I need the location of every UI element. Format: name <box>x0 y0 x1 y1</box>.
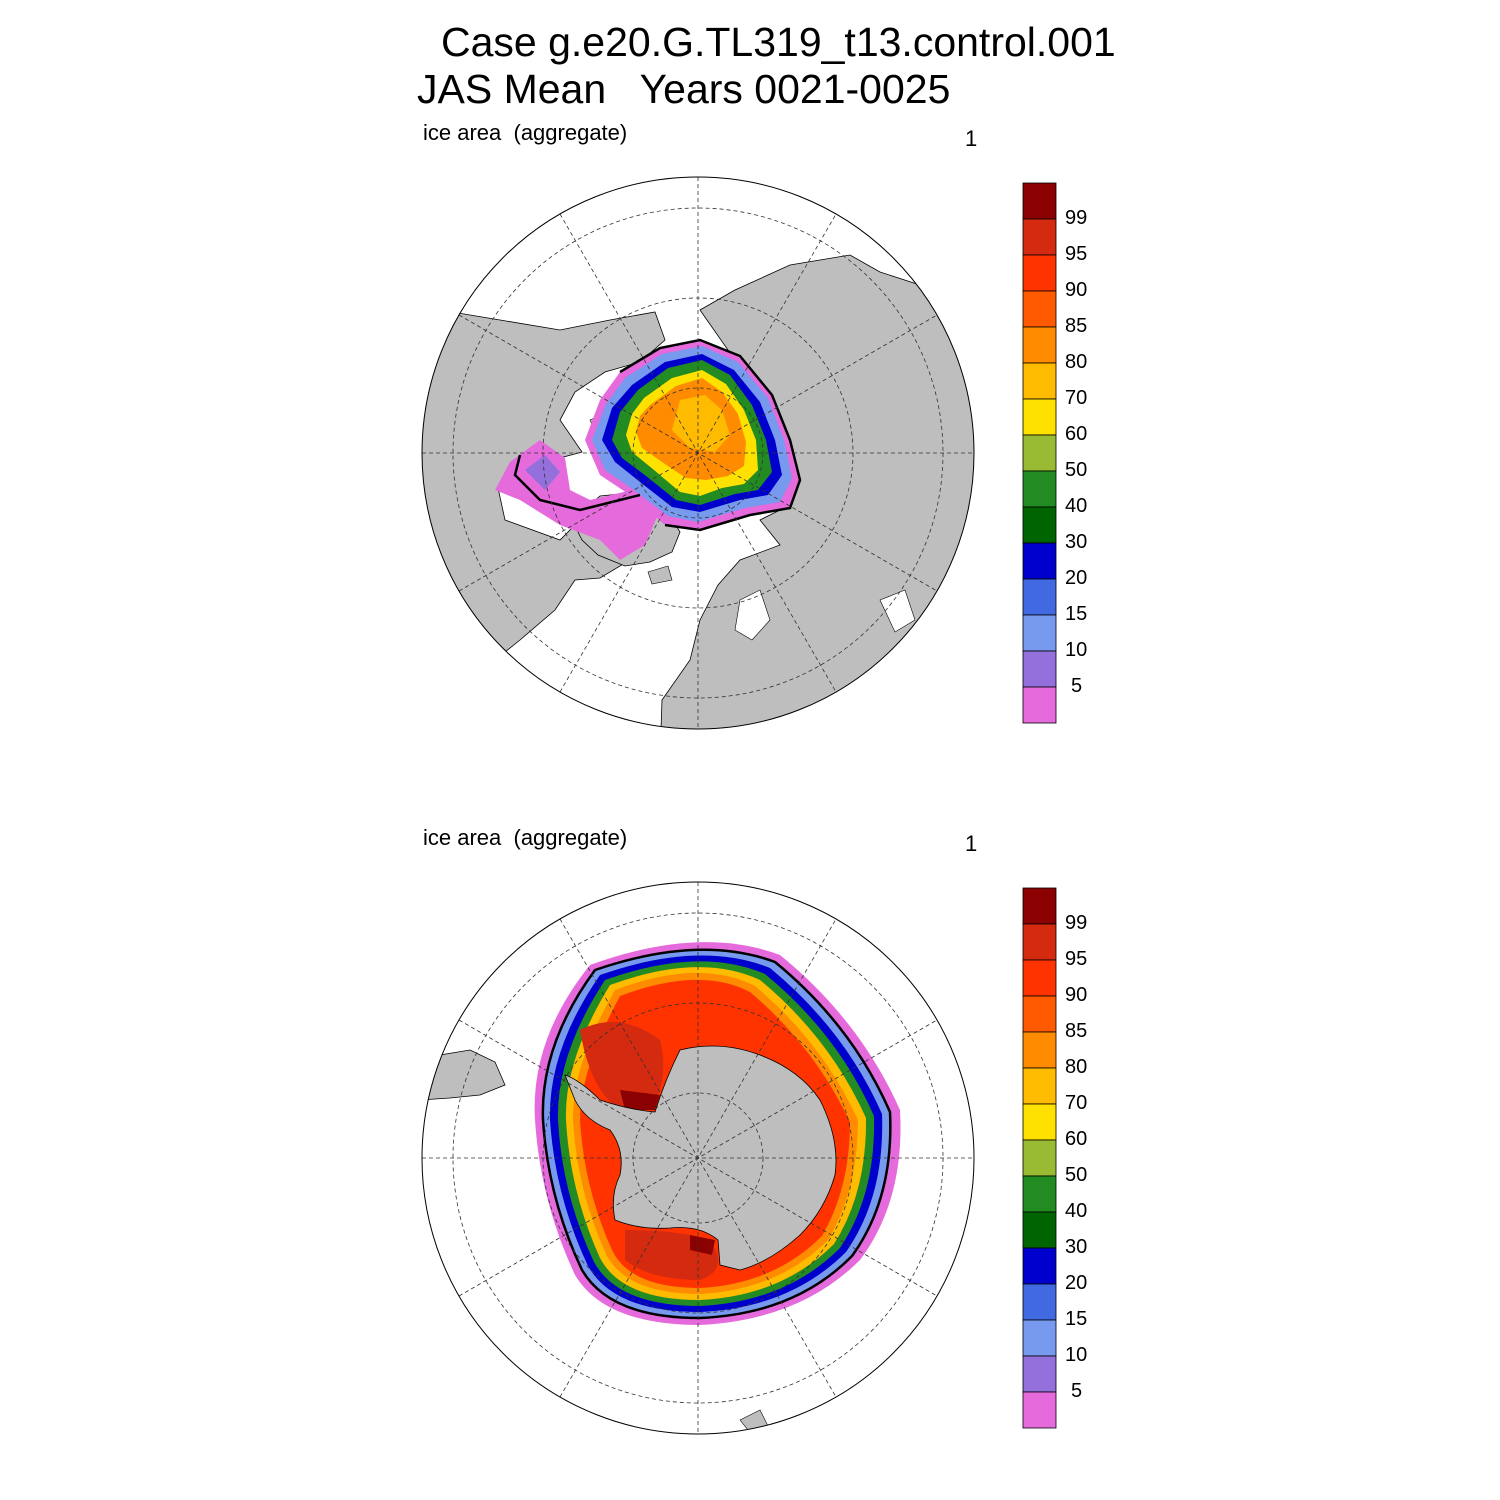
colorbar-cell <box>1022 362 1057 400</box>
colorbar-cell <box>1022 1211 1057 1249</box>
colorbar-tick-label: 30 <box>1065 1236 1088 1258</box>
antarctic-map-border <box>421 881 975 1435</box>
colorbar-tick-label: 60 <box>1065 1128 1088 1150</box>
colorbar-tick-label: 10 <box>1065 639 1088 661</box>
ross-ice-99 <box>690 1235 715 1255</box>
colorbar-tick-label: 70 <box>1065 387 1088 409</box>
colorbar-cell <box>1022 434 1057 472</box>
colorbar-tick-label: 5 <box>1071 675 1083 697</box>
plot-title-case: Case g.e20.G.TL319_t13.control.001 <box>441 19 1116 65</box>
south-america-land <box>422 1049 506 1101</box>
colorbar-tick-label: 20 <box>1065 567 1088 589</box>
colorbar-cell <box>1022 1391 1057 1429</box>
antarctica-land <box>564 1045 837 1271</box>
colorbar-cell <box>1022 182 1057 220</box>
arctic-colorbar <box>1022 182 1057 724</box>
colorbar-tick-label: 50 <box>1065 1164 1088 1186</box>
colorbar-tick-label: 85 <box>1065 315 1088 337</box>
colorbar-cell <box>1022 923 1057 961</box>
colorbar-tick-label: 50 <box>1065 459 1088 481</box>
antarctic-map <box>421 881 975 1435</box>
colorbar-tick-label: 70 <box>1065 1092 1088 1114</box>
colorbar-cell <box>1022 1139 1057 1177</box>
colorbar-cell <box>1022 326 1057 364</box>
colorbar-cell <box>1022 254 1057 292</box>
weddell-ice-99 <box>620 1090 660 1110</box>
plot-title-period: JAS Mean Years 0021-0025 <box>417 66 951 112</box>
colorbar-tick-label: 40 <box>1065 495 1088 517</box>
colorbar-tick-label: 5 <box>1071 1380 1083 1402</box>
colorbar-tick-label: 30 <box>1065 531 1088 553</box>
colorbar-tick-label: 15 <box>1065 1308 1088 1330</box>
colorbar-cell <box>1022 218 1057 256</box>
colorbar-cell <box>1022 542 1057 580</box>
colorbar-cell <box>1022 1247 1057 1285</box>
colorbar-cell <box>1022 650 1057 688</box>
colorbar-cell <box>1022 398 1057 436</box>
colorbar-tick-label: 90 <box>1065 984 1088 1006</box>
colorbar-tick-label: 10 <box>1065 1344 1088 1366</box>
colorbar-cell <box>1022 578 1057 616</box>
inland-sea <box>879 589 916 633</box>
colorbar-tick-label: 99 <box>1065 912 1088 934</box>
arctic-graticule <box>422 177 974 729</box>
arctic-map <box>421 176 975 730</box>
hudson-ice-edge-contour <box>513 454 641 512</box>
colorbar-cell <box>1022 887 1057 925</box>
colorbar-cell <box>1022 1031 1057 1069</box>
colorbar-cell <box>1022 470 1057 508</box>
arctic-map-border <box>421 176 975 730</box>
colorbar-cell <box>1022 1175 1057 1213</box>
colorbar-tick-label: 95 <box>1065 948 1088 970</box>
colorbar-tick-label: 40 <box>1065 1200 1088 1222</box>
colorbar-tick-label: 90 <box>1065 279 1088 301</box>
colorbar-tick-label: 85 <box>1065 1020 1088 1042</box>
colorbar-cell <box>1022 995 1057 1033</box>
colorbar-cell <box>1022 959 1057 997</box>
colorbar-tick-label: 80 <box>1065 1056 1088 1078</box>
colorbar-tick-label: 60 <box>1065 423 1088 445</box>
colorbar-cell <box>1022 290 1057 328</box>
colorbar-cell <box>1022 1319 1057 1357</box>
colorbar-cell <box>1022 1283 1057 1321</box>
colorbar-tick-label: 80 <box>1065 351 1088 373</box>
arctic-ice-75 <box>672 395 730 452</box>
colorbar-cell <box>1022 1067 1057 1105</box>
hudson-bay-ice-10 <box>525 455 560 490</box>
antarctic-colorbar <box>1022 887 1057 1429</box>
arctic-ice-edge-contour <box>619 338 802 532</box>
colorbar-cell <box>1022 1355 1057 1393</box>
colorbar-tick-label: 99 <box>1065 207 1088 229</box>
baltic-sea <box>734 589 771 641</box>
colorbar-cell <box>1022 614 1057 652</box>
arctic-panel-label: ice area (aggregate) <box>423 120 628 145</box>
antarctic-panel-label: ice area (aggregate) <box>423 825 628 850</box>
colorbar-cell <box>1022 686 1057 724</box>
antarctic-graticule <box>422 882 974 1434</box>
arctic-panel-number: 1 <box>965 126 978 151</box>
colorbar-tick-label: 20 <box>1065 1272 1088 1294</box>
antarctic-ice-edge-contour <box>541 948 892 1320</box>
antarctic-panel-number: 1 <box>965 831 978 856</box>
weddell-ice-95 <box>580 1022 664 1110</box>
iceland-land <box>647 565 673 585</box>
colorbar-cell <box>1022 1103 1057 1141</box>
colorbar-tick-label: 15 <box>1065 603 1088 625</box>
colorbar-tick-label: 95 <box>1065 243 1088 265</box>
colorbar-cell <box>1022 506 1057 544</box>
